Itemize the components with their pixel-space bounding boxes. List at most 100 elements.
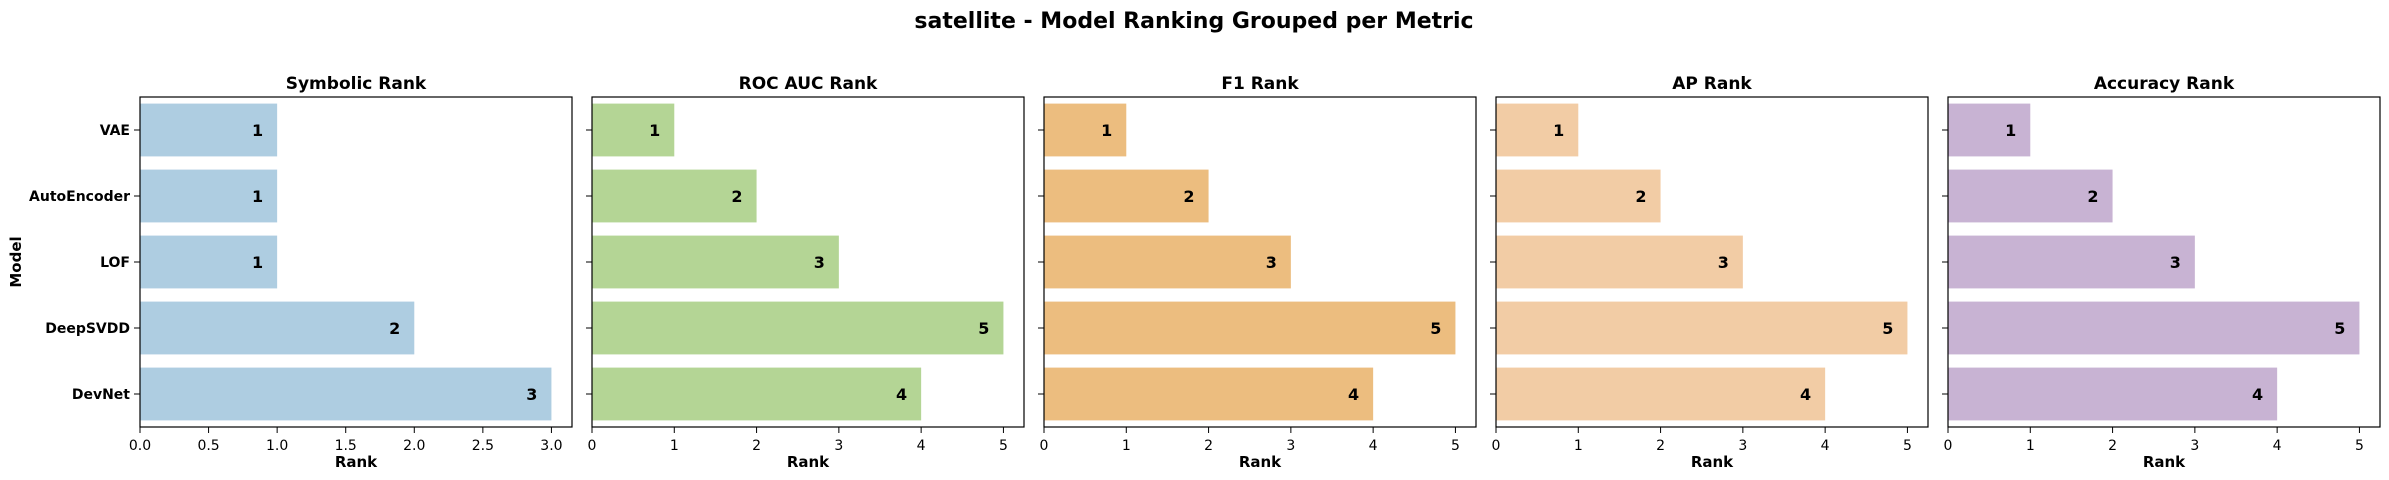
x-tick-label: 5 (1451, 438, 1460, 454)
bar (592, 103, 675, 157)
bar-value-label: 1 (1553, 121, 1564, 140)
bar-value-label: 4 (896, 385, 907, 404)
bar (140, 103, 278, 157)
bar-value-label: 1 (2005, 121, 2016, 140)
x-tick-label: 1 (2026, 438, 2035, 454)
panel-title: AP Rank (1672, 74, 1752, 94)
bar (140, 169, 278, 223)
x-tick-label: 1 (1574, 438, 1583, 454)
panel-1: 1 1 1 2 3 VAE AutoEncoder LOF DeepSVDD DevNet 0.0 0… (29, 74, 573, 471)
bar (1044, 235, 1291, 289)
bar-value-label: 5 (2334, 319, 2345, 338)
x-tick-label: 1.0 (266, 438, 288, 454)
x-tick-label: 5 (2355, 438, 2364, 454)
bar-value-label: 1 (649, 121, 660, 140)
bar-value-label: 2 (1635, 187, 1646, 206)
x-tick-label: 3 (1738, 438, 1747, 454)
bar-value-label: 3 (1266, 253, 1277, 272)
x-axis-label: Rank (335, 453, 378, 471)
bar (1044, 367, 1374, 421)
x-tick-label: 4 (917, 438, 926, 454)
bar (1496, 301, 1908, 355)
bar-value-label: 5 (1430, 319, 1441, 338)
bar-value-label: 3 (814, 253, 825, 272)
x-tick-label: 5 (1903, 438, 1912, 454)
y-tick-label: DevNet (72, 387, 130, 403)
bar (1044, 169, 1209, 223)
bar (1044, 301, 1456, 355)
x-tick-label: 4 (1369, 438, 1378, 454)
bar (592, 235, 839, 289)
x-tick-label: 2.5 (472, 438, 494, 454)
panel-5: 1 2 3 5 4 0 1 2 3 4 5 Accuracy Rank Rank (1942, 74, 2381, 471)
bar (140, 301, 415, 355)
y-tick-label: AutoEncoder (29, 189, 130, 205)
x-tick-label: 2.0 (403, 438, 425, 454)
bar-value-label: 2 (389, 319, 400, 338)
bar (140, 367, 552, 421)
panel-3: 1 2 3 5 4 0 1 2 3 4 5 F1 Rank Rank (1038, 74, 1477, 471)
y-tick-label: DeepSVDD (45, 321, 130, 337)
x-tick-label: 0.0 (129, 438, 151, 454)
bar-value-label: 2 (2087, 187, 2098, 206)
bar (1496, 103, 1579, 157)
x-tick-label: 0 (1492, 438, 1501, 454)
x-tick-label: 2 (2108, 438, 2117, 454)
panel-2: 1 2 3 5 4 0 1 2 3 4 5 ROC AUC Rank Rank (586, 74, 1025, 471)
x-tick-label: 3 (2190, 438, 2199, 454)
x-tick-label: 1 (1122, 438, 1131, 454)
x-axis-label: Rank (787, 453, 830, 471)
x-tick-label: 3 (1286, 438, 1295, 454)
x-tick-label: 0 (588, 438, 597, 454)
figure-title: satellite - Model Ranking Grouped per Me… (914, 9, 1473, 34)
bar-value-label: 2 (731, 187, 742, 206)
x-tick-label: 3 (834, 438, 843, 454)
x-tick-label: 1.5 (335, 438, 357, 454)
bar (592, 169, 757, 223)
bar-value-label: 3 (526, 385, 537, 404)
bar (1496, 169, 1661, 223)
x-tick-label: 0.5 (197, 438, 219, 454)
x-axis-label: Rank (1691, 453, 1734, 471)
panel-title: Symbolic Rank (286, 74, 427, 94)
panel-4: 1 2 3 5 4 0 1 2 3 4 5 AP Rank Rank (1490, 74, 1929, 471)
bar-value-label: 5 (1882, 319, 1893, 338)
y-tick-label: LOF (100, 255, 130, 271)
bar (1948, 103, 2031, 157)
bar-value-label: 1 (252, 121, 263, 140)
x-tick-label: 0 (1944, 438, 1953, 454)
bar (1044, 103, 1127, 157)
x-tick-label: 5 (999, 438, 1008, 454)
bar-value-label: 1 (252, 253, 263, 272)
x-tick-label: 1 (670, 438, 679, 454)
bar (1496, 235, 1743, 289)
x-tick-label: 4 (2273, 438, 2282, 454)
bar (592, 301, 1004, 355)
x-tick-label: 2 (1204, 438, 1213, 454)
bar (1948, 367, 2278, 421)
x-tick-label: 0 (1040, 438, 1049, 454)
y-axis-label: Model (7, 236, 25, 287)
x-tick-label: 2 (1656, 438, 1665, 454)
panels: 1 1 1 2 3 VAE AutoEncoder LOF DeepSVDD DevNet 0.0 0… (7, 74, 2381, 471)
bar (140, 235, 278, 289)
bar-value-label: 1 (252, 187, 263, 206)
bar-value-label: 4 (1348, 385, 1359, 404)
panel-title: Accuracy Rank (2094, 74, 2235, 94)
x-axis-label: Rank (1239, 453, 1282, 471)
x-tick-label: 3.0 (540, 438, 562, 454)
bar-value-label: 5 (978, 319, 989, 338)
bar-value-label: 4 (1800, 385, 1811, 404)
bar-value-label: 3 (2170, 253, 2181, 272)
bar (1496, 367, 1826, 421)
bar (592, 367, 922, 421)
x-tick-label: 2 (752, 438, 761, 454)
bar (1948, 235, 2195, 289)
x-tick-label: 4 (1821, 438, 1830, 454)
bar-value-label: 3 (1718, 253, 1729, 272)
x-axis-label: Rank (2143, 453, 2186, 471)
bar-value-label: 1 (1101, 121, 1112, 140)
panel-title: F1 Rank (1221, 74, 1299, 94)
bar-value-label: 2 (1183, 187, 1194, 206)
